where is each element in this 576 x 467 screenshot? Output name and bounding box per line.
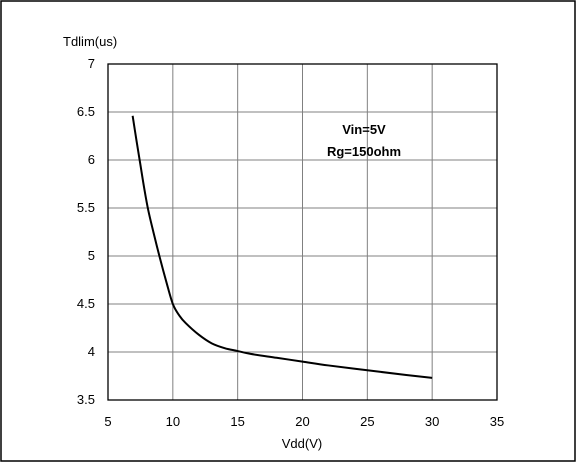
x-axis-label: Vdd(V) [282, 436, 322, 451]
annotation-rg: Rg=150ohm [327, 144, 401, 159]
x-tick-label: 15 [230, 414, 244, 429]
y-tick-label: 7 [88, 56, 95, 71]
x-tick-label: 10 [166, 414, 180, 429]
annotation-vin: Vin=5V [342, 122, 386, 137]
x-tick-label: 20 [295, 414, 309, 429]
tick-labels: 5 10 15 20 25 30 35 3.5 4 4.5 5 5.5 6 6.5 7 [77, 56, 504, 429]
y-tick-label: 4 [88, 344, 95, 359]
plot-border [107, 63, 498, 401]
y-tick-label: 4.5 [77, 296, 95, 311]
y-tick-label: 6.5 [77, 104, 95, 119]
x-tick-label: 25 [360, 414, 374, 429]
y-tick-label: 5.5 [77, 200, 95, 215]
series-line [131, 115, 433, 379]
x-tick-label: 35 [490, 414, 504, 429]
x-tick-label: 5 [104, 414, 111, 429]
x-tick-label: 30 [425, 414, 439, 429]
y-tick-label: 6 [88, 152, 95, 167]
y-tick-label: 5 [88, 248, 95, 263]
y-tick-label: 3.5 [77, 392, 95, 407]
y-axis-label: Tdlim(us) [63, 34, 117, 49]
